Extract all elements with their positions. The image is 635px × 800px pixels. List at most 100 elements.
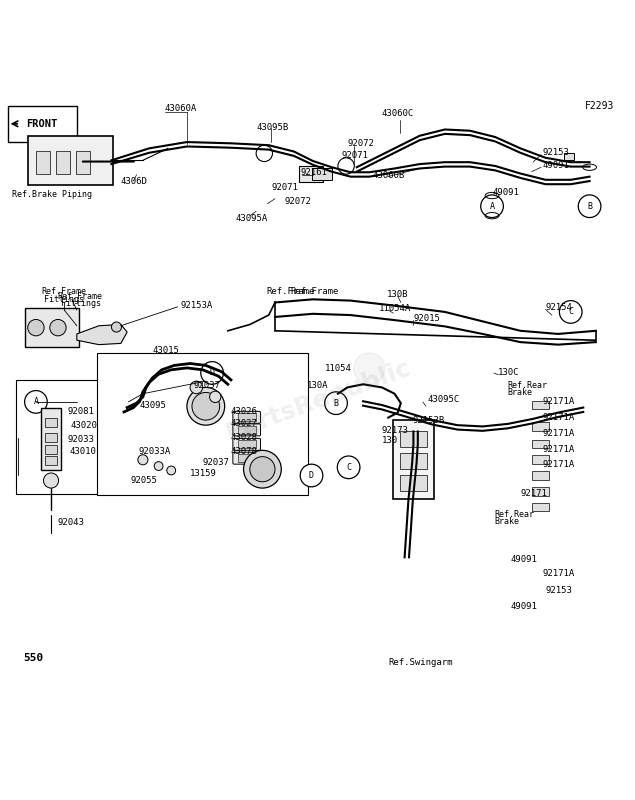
Text: Fittings: Fittings — [61, 298, 101, 308]
Circle shape — [50, 319, 66, 336]
Circle shape — [138, 454, 148, 465]
Text: Brake: Brake — [508, 388, 533, 397]
FancyBboxPatch shape — [44, 433, 57, 442]
Text: C: C — [346, 463, 351, 472]
FancyBboxPatch shape — [238, 426, 255, 434]
Text: 49091: 49091 — [511, 602, 537, 611]
Bar — [56, 151, 70, 174]
FancyBboxPatch shape — [238, 414, 255, 422]
Text: 49091: 49091 — [492, 188, 519, 197]
Text: Ref.Rear: Ref.Rear — [494, 510, 534, 519]
Text: 92171A: 92171A — [542, 413, 575, 422]
Text: 92171A: 92171A — [542, 397, 575, 406]
FancyBboxPatch shape — [8, 106, 77, 142]
Text: F2293: F2293 — [585, 101, 615, 111]
FancyBboxPatch shape — [392, 420, 434, 499]
Circle shape — [43, 473, 58, 488]
Text: 4306D: 4306D — [121, 177, 148, 186]
Circle shape — [324, 392, 347, 414]
FancyBboxPatch shape — [233, 424, 260, 436]
Text: 130: 130 — [382, 436, 398, 446]
Text: Ref.Frame: Ref.Frame — [57, 292, 102, 301]
Text: 43027: 43027 — [231, 419, 258, 429]
Text: 92033A: 92033A — [138, 447, 171, 456]
Text: 43060B: 43060B — [373, 171, 404, 180]
FancyBboxPatch shape — [233, 452, 260, 464]
Text: Ref.Frame: Ref.Frame — [267, 287, 315, 296]
Text: 43095A: 43095A — [236, 214, 268, 222]
FancyBboxPatch shape — [233, 411, 260, 423]
Text: 43020: 43020 — [70, 421, 97, 430]
Text: Ref.Rear: Ref.Rear — [508, 381, 548, 390]
Text: 43095C: 43095C — [427, 395, 460, 405]
FancyBboxPatch shape — [532, 454, 549, 463]
Circle shape — [28, 319, 44, 336]
FancyBboxPatch shape — [238, 454, 255, 462]
Text: 43060A: 43060A — [165, 104, 197, 114]
Circle shape — [337, 456, 360, 478]
FancyBboxPatch shape — [564, 153, 575, 160]
Text: Fittings: Fittings — [44, 295, 84, 304]
Polygon shape — [77, 325, 127, 345]
Circle shape — [25, 390, 47, 414]
FancyBboxPatch shape — [532, 471, 549, 480]
Text: 92072: 92072 — [347, 139, 374, 149]
FancyBboxPatch shape — [28, 136, 113, 185]
FancyBboxPatch shape — [17, 381, 130, 494]
Text: 92015: 92015 — [413, 314, 440, 322]
Text: 92171A: 92171A — [542, 569, 575, 578]
Circle shape — [559, 301, 582, 323]
Bar — [399, 454, 427, 470]
FancyBboxPatch shape — [233, 438, 260, 450]
Text: B: B — [333, 398, 338, 408]
Text: 92081: 92081 — [67, 407, 94, 416]
Text: 130C: 130C — [498, 369, 520, 378]
Circle shape — [167, 466, 176, 475]
Text: A: A — [490, 202, 495, 210]
Circle shape — [154, 462, 163, 470]
Text: 92171A: 92171A — [542, 460, 575, 469]
Text: PartsRepublic: PartsRepublic — [223, 355, 415, 445]
Text: 550: 550 — [23, 653, 44, 663]
Circle shape — [250, 457, 275, 482]
Text: 43026: 43026 — [231, 407, 258, 416]
Text: 43060C: 43060C — [382, 109, 414, 118]
Text: B: B — [587, 202, 592, 210]
Text: 92154: 92154 — [545, 303, 572, 312]
Circle shape — [210, 391, 221, 402]
Circle shape — [300, 464, 323, 487]
Text: 43028: 43028 — [231, 434, 258, 442]
Text: 43015: 43015 — [152, 346, 179, 355]
Bar — [399, 431, 427, 447]
Circle shape — [578, 195, 601, 218]
Text: D: D — [309, 471, 314, 480]
Text: 49091: 49091 — [542, 162, 569, 170]
Text: 43078: 43078 — [231, 447, 258, 456]
FancyBboxPatch shape — [44, 446, 57, 454]
Text: 43010: 43010 — [69, 447, 96, 456]
Text: 92072: 92072 — [284, 198, 311, 206]
Text: 130A: 130A — [307, 381, 328, 390]
Text: 11054: 11054 — [325, 364, 352, 373]
FancyBboxPatch shape — [44, 456, 57, 465]
Text: 92161: 92161 — [300, 168, 327, 177]
Circle shape — [190, 381, 203, 394]
Text: 92037: 92037 — [193, 381, 220, 390]
FancyBboxPatch shape — [41, 408, 61, 470]
Text: 49091: 49091 — [511, 554, 537, 564]
FancyBboxPatch shape — [97, 353, 309, 495]
Text: 92037: 92037 — [203, 458, 229, 467]
Text: 43095B: 43095B — [256, 123, 288, 132]
Text: 92171: 92171 — [520, 489, 547, 498]
Text: 92153B: 92153B — [412, 416, 444, 425]
Circle shape — [192, 393, 220, 420]
FancyBboxPatch shape — [25, 308, 79, 346]
Polygon shape — [354, 353, 385, 384]
FancyBboxPatch shape — [532, 487, 549, 496]
Text: Ref.Frame: Ref.Frame — [42, 287, 87, 296]
FancyBboxPatch shape — [44, 418, 57, 427]
Text: FRONT: FRONT — [27, 119, 58, 129]
Circle shape — [187, 387, 225, 425]
Text: 92071: 92071 — [272, 183, 298, 192]
Text: 13159: 13159 — [190, 469, 217, 478]
